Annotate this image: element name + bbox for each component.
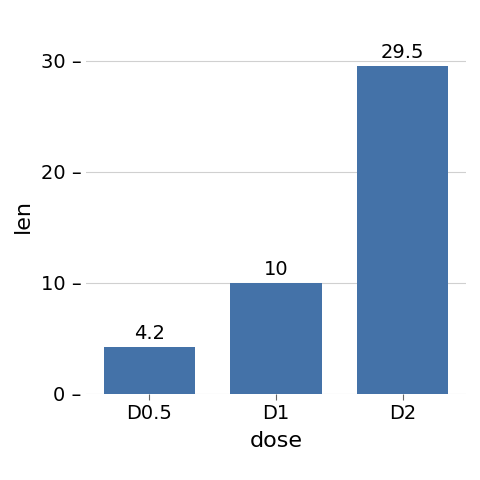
Text: 29.5: 29.5	[381, 43, 424, 62]
Bar	[357, 66, 448, 394]
Bar	[104, 347, 195, 394]
Text: 4.2: 4.2	[134, 324, 165, 343]
X-axis label: dose: dose	[250, 432, 302, 451]
Y-axis label: len: len	[12, 199, 33, 233]
Text: 10: 10	[264, 260, 288, 279]
Bar	[230, 283, 322, 394]
